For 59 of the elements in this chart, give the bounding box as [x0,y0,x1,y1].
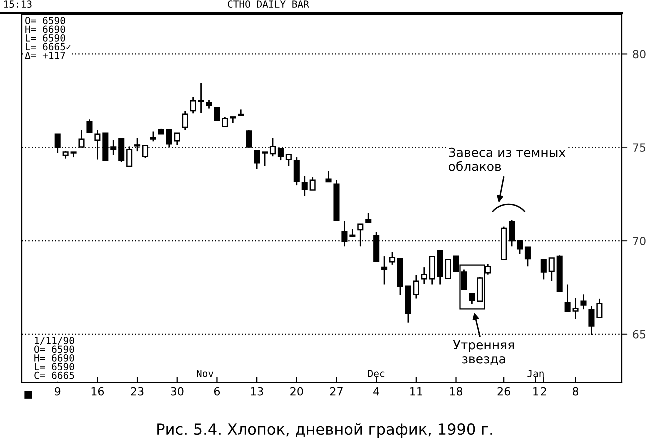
annotation: Завеса из темных облаков [448,148,566,172]
x-tick-label: 13 [251,387,264,396]
candlestick [580,294,587,310]
candlestick [596,298,603,318]
candlestick [174,132,180,146]
annotation: Утренняя звезда [453,340,514,366]
text: Рис. 5.4. Хлопок, дневной график, 1990 г. [158,423,492,438]
candlestick [150,131,156,142]
y-tick-label: 65 [633,330,646,339]
candlestick [413,274,420,300]
x-tick-label: 26 [498,387,510,396]
candlestick [310,176,316,191]
text: ■ [24,392,32,399]
x-tick-label: 23 [131,387,144,396]
x-tick-label: 4 [374,388,380,396]
candlestick [286,153,292,168]
y-tick-label: 80 [633,50,646,59]
candlestick [190,96,196,114]
candlestick [390,252,396,266]
text: CTHO DAILY BAR [228,0,310,8]
candlestick [548,258,555,282]
candlestick [540,259,547,280]
candlestick [564,284,571,313]
candlestick [222,116,228,128]
annotation: 1/11/90 O= 6590 H= 6690 L= 6590 C= 6665 [34,337,74,380]
candlestick [326,170,332,183]
candlestick [366,212,372,224]
candlestick [86,118,93,134]
candlestick [382,256,388,286]
candlestick [254,150,260,170]
candlestick [182,110,188,131]
candlestick [524,246,531,268]
candlestick [421,266,428,285]
x-tick-label: 2 [541,387,546,396]
x-tick-label: 27 [330,387,343,396]
annotation: Dec [368,370,385,378]
x-tick-label: 16 [92,387,104,396]
candlestick [302,176,308,197]
annotation: O= 6590 H= 6690 L= 6590 L= 6665✓ Δ= +117 [25,17,72,60]
text: 15:13 [4,0,32,8]
candlestick [230,116,236,124]
x-tick-label: 30 [171,387,184,396]
candlestick [429,256,436,286]
y-tick-label: 70 [633,237,646,246]
x-tick-label: 20 [290,387,304,396]
annotation: Jan [528,370,544,378]
candlestick [469,293,476,305]
x-tick-label: 18 [450,387,463,396]
candlestick [214,107,220,122]
x-tick-label: 9 [55,387,61,396]
y-tick-label: 75 [633,144,646,152]
x-tick-label: 8 [573,387,579,396]
annotation: Nov [197,370,214,378]
candlestick [572,297,579,320]
candlestick [294,156,300,186]
x-tick-label: 1 [534,388,538,396]
candlestick [262,152,268,168]
x-tick-label: 11 [410,388,422,396]
x-tick-label: 6 [214,387,220,396]
